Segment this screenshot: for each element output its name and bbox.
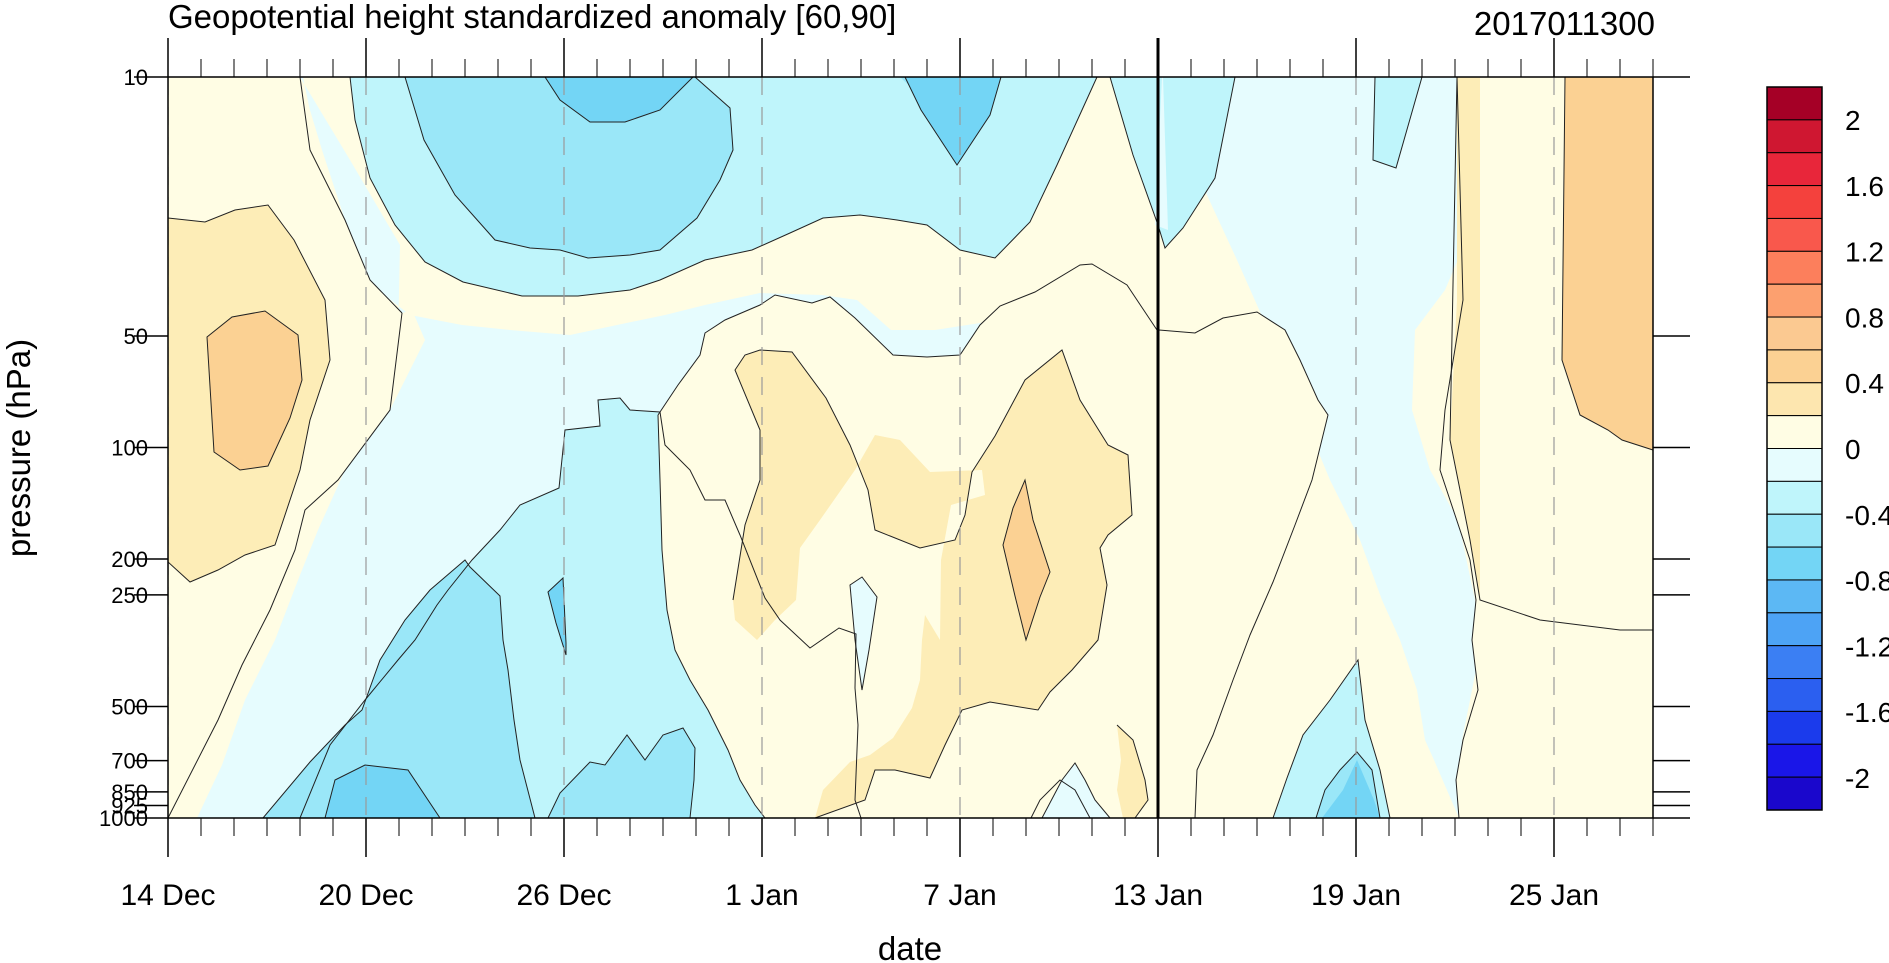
colorbar-swatch: [1766, 119, 1823, 154]
colorbar-swatch: [1766, 743, 1823, 778]
colorbar-swatch: [1766, 316, 1823, 351]
negative-0-4-region: [300, 77, 1422, 818]
colorbar-swatch: [1766, 480, 1823, 515]
y-tick-label: 700: [111, 749, 148, 774]
x-tick-label: 20 Dec: [318, 879, 413, 912]
colorbar-swatch: [1766, 283, 1823, 318]
colorbar-swatch: [1766, 612, 1823, 647]
colorbar-swatch: [1766, 382, 1823, 417]
colorbar-label: 0.8: [1845, 302, 1884, 333]
y-tick-label: 925: [111, 793, 148, 818]
x-tick-label: 14 Dec: [120, 879, 215, 912]
colorbar-label: -0.4: [1845, 500, 1889, 531]
x-tick-label: 1 Jan: [725, 879, 798, 912]
y-tick-label: 100: [111, 436, 148, 461]
negative-0-6-region: [263, 77, 1380, 818]
colorbar-swatch: [1766, 776, 1823, 811]
colorbar-label: 0: [1845, 434, 1861, 465]
colorbar-frame: [1766, 86, 1823, 811]
y-tick-label: 500: [111, 694, 148, 719]
positive-0-4-region: [168, 77, 1480, 818]
colorbar: 2 1.6 1.2 0.8 0.4 0 -0.4 -0.8 -1.2 -1.6 -2: [1766, 86, 1889, 811]
colorbar-label: 0.4: [1845, 368, 1884, 399]
colorbar-swatch: [1766, 645, 1823, 680]
colorbar-swatch: [1766, 513, 1823, 548]
y-tick-label: 1000: [99, 806, 148, 831]
y-tick-label: 200: [111, 547, 148, 572]
colorbar-label: -0.8: [1845, 566, 1889, 597]
x-tick-label: 25 Jan: [1509, 879, 1599, 912]
contour-fills: [168, 77, 1653, 818]
x-axis: 14 Dec 20 Dec 26 Dec 1 Jan 7 Jan 13 Jan 19 Jan…: [120, 38, 1654, 912]
colorbar-label: 1.6: [1845, 171, 1884, 202]
x-tick-label: 26 Dec: [516, 879, 611, 912]
colorbar-swatch: [1766, 152, 1823, 187]
colorbar-label: 1.2: [1845, 237, 1884, 268]
colorbar-swatch: [1766, 710, 1823, 745]
colorbar-label: 2: [1845, 105, 1861, 136]
small-negative-pocket: [850, 577, 877, 690]
x-tick-label: 19 Jan: [1311, 879, 1401, 912]
x-tick-label: 7 Jan: [923, 879, 996, 912]
colorbar-swatch: [1766, 185, 1823, 219]
colorbar-swatch: [1766, 217, 1823, 252]
chart-title: Geopotential height standardized anomaly…: [168, 0, 896, 35]
contour-lines: [168, 77, 1653, 818]
date-code: 2017011300: [1474, 5, 1655, 42]
y-axis-label: pressure (hPa): [0, 339, 37, 557]
y-tick-label: 850: [111, 780, 148, 805]
colorbar-swatch: [1766, 579, 1823, 614]
colorbar-label: -1.2: [1845, 631, 1889, 662]
colorbar-swatch: [1766, 86, 1823, 121]
colorbar-swatch: [1766, 415, 1823, 449]
colorbar-label: -1.6: [1845, 697, 1889, 728]
colorbar-label: -2: [1845, 763, 1870, 794]
x-tick-label: 13 Jan: [1113, 879, 1203, 912]
colorbar-swatch: [1766, 448, 1823, 482]
x-axis-label: date: [878, 930, 942, 963]
y-tick-label: 50: [124, 324, 148, 349]
colorbar-swatch: [1766, 546, 1823, 581]
colorbar-swatch: [1766, 678, 1823, 712]
colorbar-swatch: [1766, 349, 1823, 384]
contour-field: [168, 77, 1653, 818]
y-tick-label: 250: [111, 583, 148, 608]
y-tick-label: 10: [124, 65, 148, 90]
colorbar-swatch: [1766, 250, 1823, 285]
date-gridlines: [168, 77, 1555, 818]
